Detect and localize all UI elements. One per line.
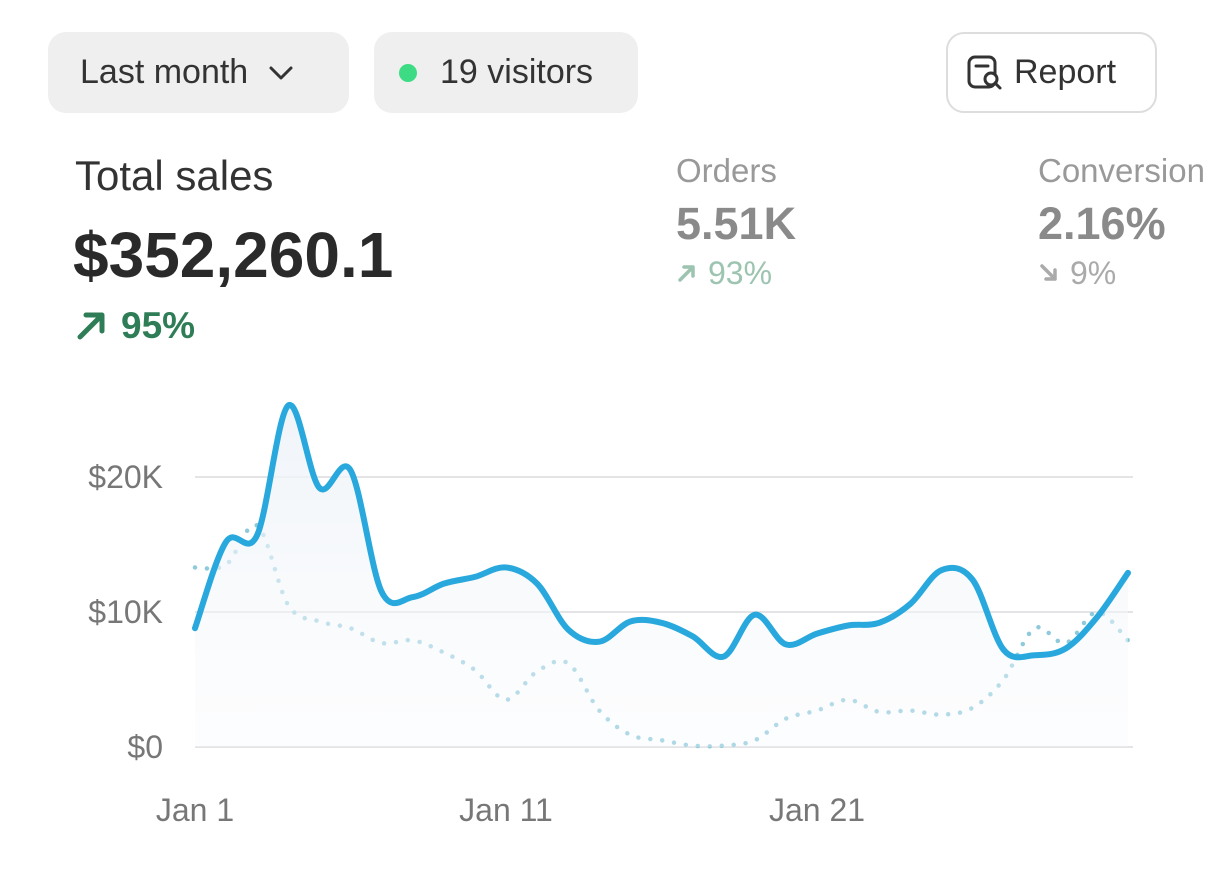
report-label: Report — [1014, 53, 1117, 91]
metric-change: 9% — [1038, 255, 1116, 292]
trend-arrow — [77, 312, 105, 340]
report-icon — [967, 55, 1002, 89]
metric-change: 95% — [75, 305, 195, 347]
metric-value: $352,260.1 — [73, 219, 394, 291]
y-tick-label: $0 — [127, 729, 163, 765]
area — [195, 404, 1128, 747]
metric-label: Total sales — [75, 152, 274, 199]
x-tick-label: Jan 11 — [459, 792, 553, 828]
metric-change: 93% — [676, 255, 772, 292]
live-dot — [399, 63, 417, 82]
report-button[interactable]: Report — [946, 32, 1157, 113]
period-label: Last month — [80, 53, 249, 91]
metric-value: 2.16% — [1038, 198, 1166, 249]
x-tick-label: Jan 21 — [769, 792, 865, 828]
period-dropdown[interactable]: Last month — [48, 32, 349, 113]
visitors-label: 19 visitors — [440, 53, 594, 91]
y-tick-label: $10K — [88, 594, 163, 630]
metric-change-value: 9% — [1070, 255, 1117, 291]
metric-change-value: 95% — [121, 305, 196, 346]
metric-change-value: 93% — [708, 255, 773, 291]
visitors-pill[interactable]: 19 visitors — [374, 32, 638, 113]
metric-value: 5.51K — [676, 198, 797, 249]
metric-label: Orders — [676, 152, 777, 189]
trend-arrow — [678, 265, 695, 282]
trend-arrow — [1040, 264, 1057, 281]
chevron-icon — [269, 66, 293, 79]
sales-chart: $0 $10K $20K Jan 1 Jan 11 Jan 21 — [88, 402, 1133, 828]
sales-line — [192, 402, 1131, 661]
x-tick-label: Jan 1 — [156, 792, 234, 828]
y-tick-label: $20K — [88, 459, 163, 495]
metric-label: Conversion — [1038, 152, 1205, 189]
